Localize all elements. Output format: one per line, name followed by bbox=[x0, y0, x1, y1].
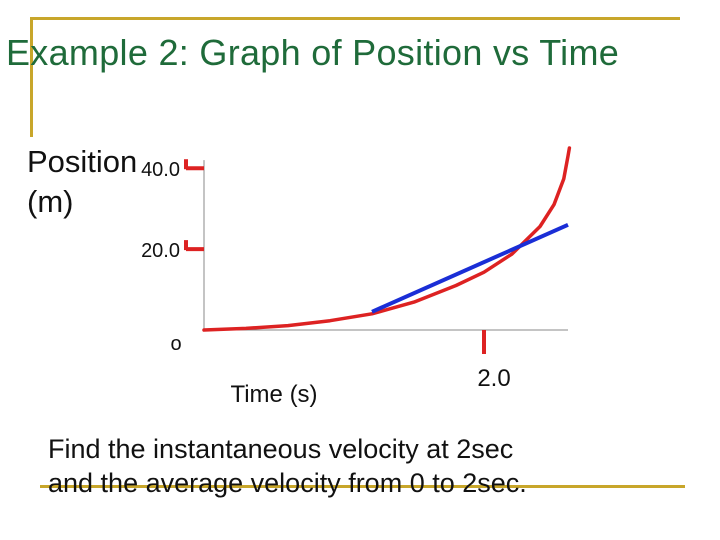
y-axis-label-line-1: Position bbox=[27, 144, 138, 179]
question-line-1: Find the instantaneous velocity at 2sec bbox=[48, 434, 514, 464]
y-tick-label-1: 20.0 bbox=[141, 240, 180, 262]
slide-title: Example 2: Graph of Position vs Time bbox=[6, 32, 620, 73]
y-tick-label-origin: o bbox=[170, 333, 181, 355]
frame-top-line bbox=[30, 17, 680, 20]
frame-bottom-line bbox=[40, 485, 685, 488]
x-tick-label-0: 2.0 bbox=[477, 365, 510, 392]
position-curve bbox=[202, 146, 572, 332]
question-text: Find the instantaneous velocity at 2sec … bbox=[48, 432, 698, 500]
frame-left-line bbox=[30, 17, 33, 137]
y-axis-label: Position (m) bbox=[27, 142, 137, 222]
tangent-line bbox=[371, 223, 569, 314]
x-axis-label: Time (s) bbox=[230, 381, 317, 408]
question-line-2: and the average velocity from 0 to 2sec. bbox=[48, 468, 527, 498]
y-tick-label-0: 40.0 bbox=[141, 159, 180, 181]
y-axis-label-line-2: (m) bbox=[27, 184, 74, 219]
